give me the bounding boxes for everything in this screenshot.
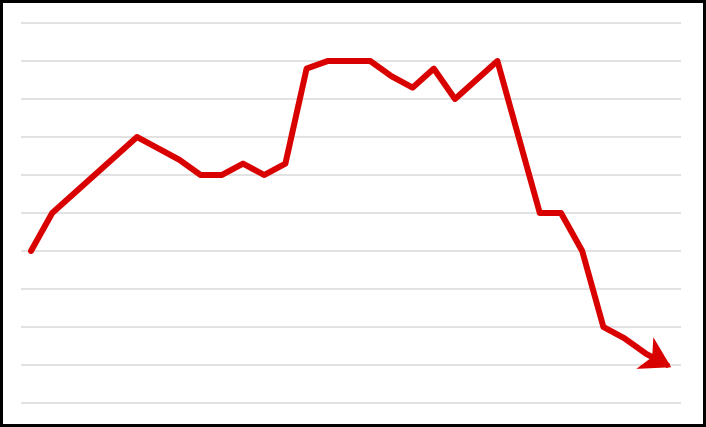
line-chart [21, 22, 681, 404]
series-line-trend [28, 58, 672, 369]
